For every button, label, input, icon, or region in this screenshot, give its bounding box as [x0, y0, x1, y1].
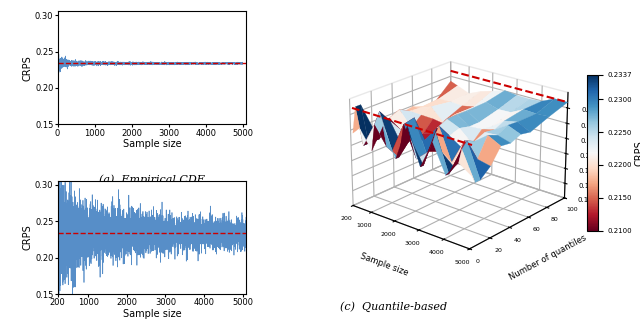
- X-axis label: Sample size: Sample size: [359, 251, 410, 277]
- Text: (c)  Quantile-based: (c) Quantile-based: [340, 302, 447, 312]
- Y-axis label: CRPS: CRPS: [22, 225, 32, 251]
- X-axis label: Sample size: Sample size: [123, 139, 181, 149]
- X-axis label: Sample size: Sample size: [123, 309, 181, 319]
- Title: (a)  Empirical CDF: (a) Empirical CDF: [99, 175, 205, 185]
- Y-axis label: CRPS: CRPS: [635, 140, 640, 166]
- Y-axis label: CRPS: CRPS: [22, 55, 32, 81]
- Y-axis label: Number of quantiles: Number of quantiles: [508, 233, 588, 282]
